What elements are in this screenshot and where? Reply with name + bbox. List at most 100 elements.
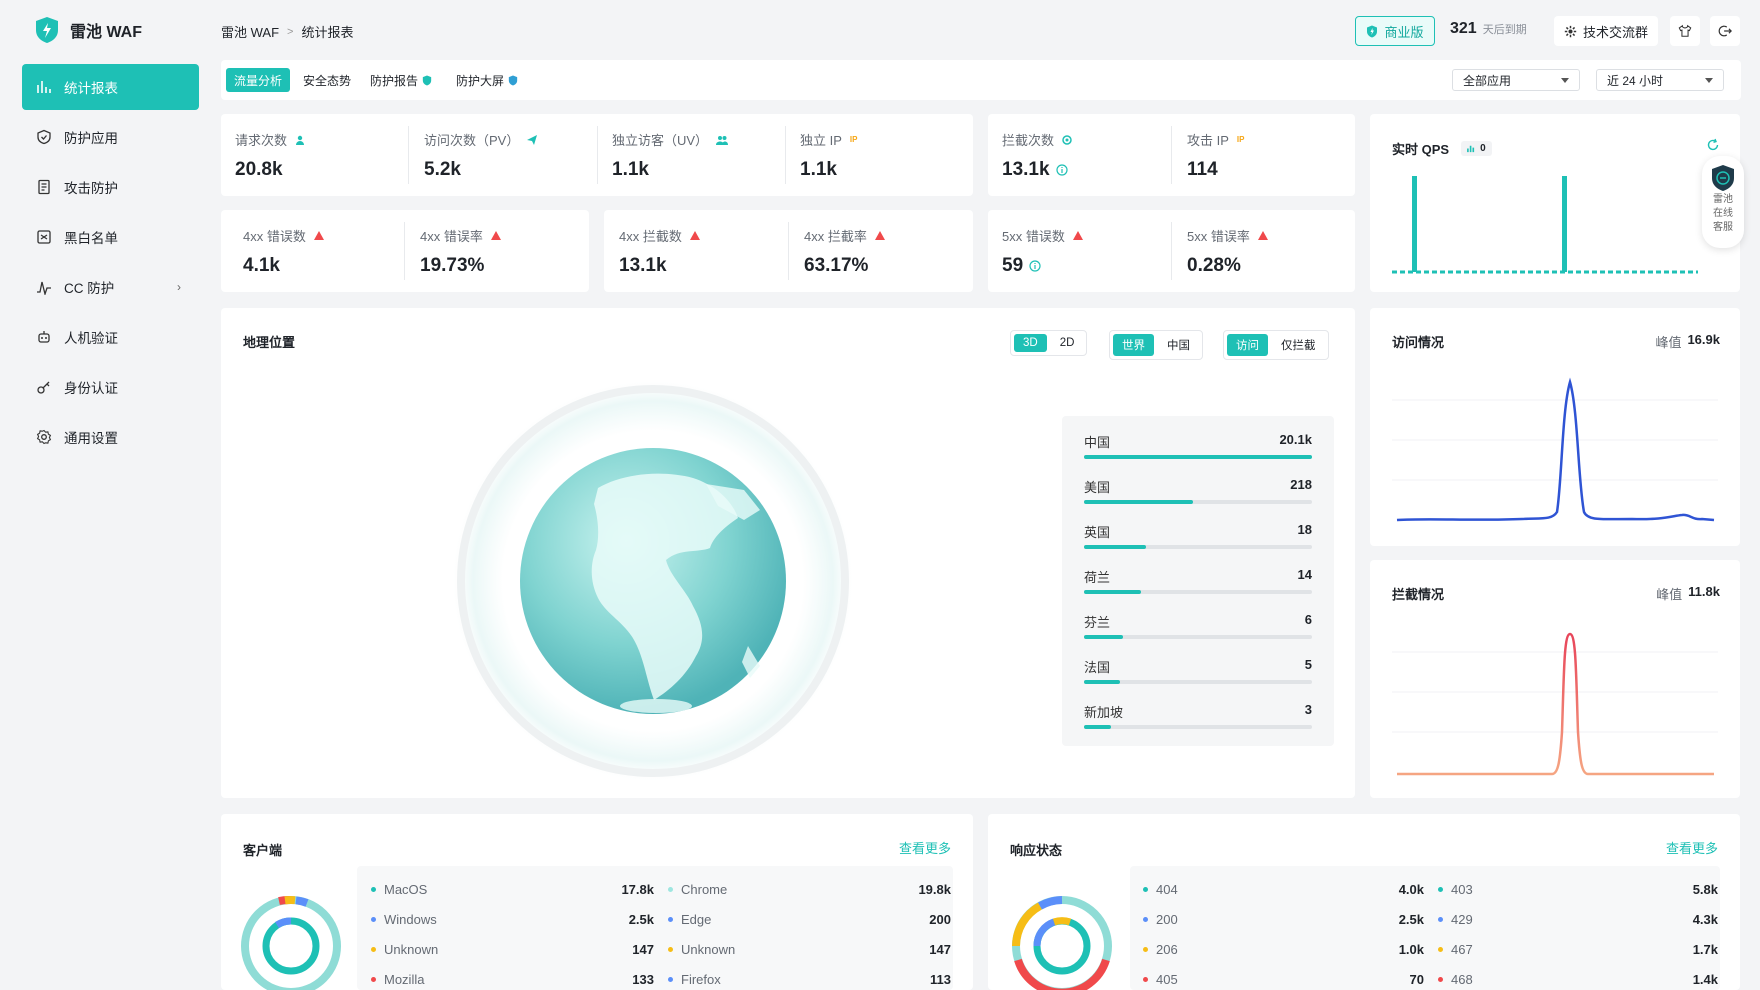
online-service-widget[interactable]: 雷池 在线 客服 <box>1702 156 1744 248</box>
qps-title: 实时 QPS <box>1392 142 1450 157</box>
legend-item: Windows <box>371 912 437 927</box>
range-select[interactable]: 近 24 小时 <box>1596 69 1724 91</box>
warning-icon <box>490 231 501 240</box>
stat-value: 20.8k <box>235 159 283 180</box>
shirt-icon <box>1678 24 1692 37</box>
clients-donut <box>241 895 341 990</box>
document-icon <box>38 179 50 195</box>
sidebar-item-label: 攻击防护 <box>64 181 118 196</box>
chevron-right-icon: > <box>287 25 294 38</box>
clients-more-link[interactable]: 查看更多 <box>898 841 951 856</box>
tab-security[interactable]: 安全态势 <box>295 68 359 92</box>
status-donut <box>1012 896 1112 990</box>
days-label: 天后到期 <box>1482 24 1527 36</box>
shield-icon <box>37 129 51 145</box>
key-icon <box>37 381 50 394</box>
country-value: 218 <box>1290 477 1312 492</box>
tab-dashboard[interactable]: 防护大屏 <box>448 68 526 92</box>
legend-value: 200 <box>929 912 951 927</box>
info-icon[interactable] <box>1029 260 1041 272</box>
block-4xx-card: 4xx 拦截数 13.1k 4xx 拦截率 63.17% <box>604 210 973 292</box>
globe[interactable] <box>448 378 858 788</box>
visits-line <box>1396 377 1715 522</box>
continent-shape <box>591 473 738 700</box>
service-label-3: 客服 <box>1713 222 1733 233</box>
mode-toggle: 访问 仅拦截 <box>1223 330 1329 360</box>
stat-label: 独立访客（UV） <box>612 133 709 148</box>
sidebar-item-captcha[interactable]: 人机验证 <box>22 314 199 360</box>
sidebar-item-cc[interactable]: CC 防护 › <box>22 264 199 310</box>
progress-track <box>1084 635 1312 639</box>
tab-report[interactable]: 防护报告 <box>362 68 440 92</box>
qps-chart <box>1392 176 1698 274</box>
toggle-china[interactable]: 中国 <box>1167 340 1190 352</box>
legend-label: Unknown <box>384 942 439 957</box>
sidebar-item-label: 统计报表 <box>64 81 118 96</box>
geo-row: 英国 18 <box>1084 522 1312 549</box>
sidebar-item-settings[interactable]: 通用设置 <box>22 414 199 460</box>
sidebar-item-label: CC 防护 <box>64 281 115 296</box>
stat-label: 拦截次数 <box>1002 133 1055 148</box>
legend-dot <box>371 947 376 952</box>
stat-value: 19.73% <box>420 255 485 276</box>
edition-badge[interactable]: 商业版 <box>1355 16 1435 46</box>
stat-5xx-error-rate: 5xx 错误率 0.28% <box>1187 226 1268 277</box>
caret-down-icon <box>1561 77 1569 83</box>
gear-icon <box>1564 25 1577 37</box>
toggle-visits[interactable]: 访问 <box>1227 334 1268 356</box>
logout-button[interactable] <box>1710 16 1740 46</box>
legend-item: Unknown <box>371 942 438 957</box>
sidebar-item-blacklist[interactable]: 黑白名单 <box>22 214 199 260</box>
toggle-2d[interactable]: 2D <box>1059 337 1075 349</box>
qps-badge: 0 <box>1461 141 1492 156</box>
legend-label: 206 <box>1156 942 1178 957</box>
country-name: 中国 <box>1084 435 1111 450</box>
legend-value: 19.8k <box>918 882 951 897</box>
stat-value: 114 <box>1187 159 1218 180</box>
tab-traffic[interactable]: 流量分析 <box>226 68 291 92</box>
stat-4xx-blocked: 4xx 拦截数 13.1k <box>619 226 700 277</box>
stat-5xx-errors: 5xx 错误数 59 <box>1002 226 1083 277</box>
warning-icon <box>874 231 885 240</box>
peak-value: 11.8k <box>1688 584 1720 599</box>
country-name: 法国 <box>1084 660 1111 675</box>
sidebar-item-attack[interactable]: 攻击防护 <box>22 164 199 210</box>
toggle-3d[interactable]: 3D <box>1014 334 1047 352</box>
refresh-icon[interactable] <box>1706 138 1720 152</box>
legend-item: 200 <box>1143 912 1178 927</box>
progress-track <box>1084 500 1312 504</box>
divider <box>408 126 409 184</box>
status-more-link[interactable]: 查看更多 <box>1665 841 1718 856</box>
legend-dot <box>1143 917 1148 922</box>
community-group-button[interactable]: 技术交流群 <box>1554 16 1659 46</box>
tab-label: 防护报告 <box>370 73 419 88</box>
stat-value: 5.2k <box>424 159 461 180</box>
toggle-blocked-only[interactable]: 仅拦截 <box>1281 340 1316 352</box>
legend-value: 2.5k <box>1398 912 1424 927</box>
country-value: 20.1k <box>1279 432 1312 447</box>
blocks-line <box>1397 632 1714 776</box>
legend-dot <box>668 977 673 982</box>
tab-label: 安全态势 <box>303 73 352 88</box>
stat-label: 访问次数（PV） <box>424 133 520 148</box>
blocks-title: 拦截情况 <box>1392 587 1445 602</box>
info-icon[interactable] <box>1055 164 1068 176</box>
breadcrumb-root[interactable]: 雷池 WAF <box>221 25 280 40</box>
legend-item: 404 <box>1143 882 1178 897</box>
stat-label: 4xx 错误率 <box>420 229 483 244</box>
sidebar-item-apps[interactable]: 防护应用 <box>22 114 199 160</box>
divider <box>1171 126 1172 184</box>
legend-dot <box>1438 977 1443 982</box>
error-5xx-card: 5xx 错误数 59 5xx 错误率 0.28% <box>988 210 1355 292</box>
tab-label: 防护大屏 <box>456 73 505 88</box>
shirt-icon-button[interactable] <box>1670 16 1700 46</box>
stat-label: 请求次数 <box>235 133 288 148</box>
bar-chart-icon <box>37 81 51 93</box>
target-icon <box>1062 134 1072 145</box>
sidebar-item-auth[interactable]: 身份认证 <box>22 364 199 410</box>
sidebar-item-stats[interactable]: 统计报表 <box>22 64 199 110</box>
app-select[interactable]: 全部应用 <box>1452 69 1580 91</box>
toggle-world[interactable]: 世界 <box>1113 334 1154 356</box>
qps-value: 0 <box>1480 143 1486 154</box>
app-logo[interactable]: 雷池 WAF <box>34 16 142 44</box>
